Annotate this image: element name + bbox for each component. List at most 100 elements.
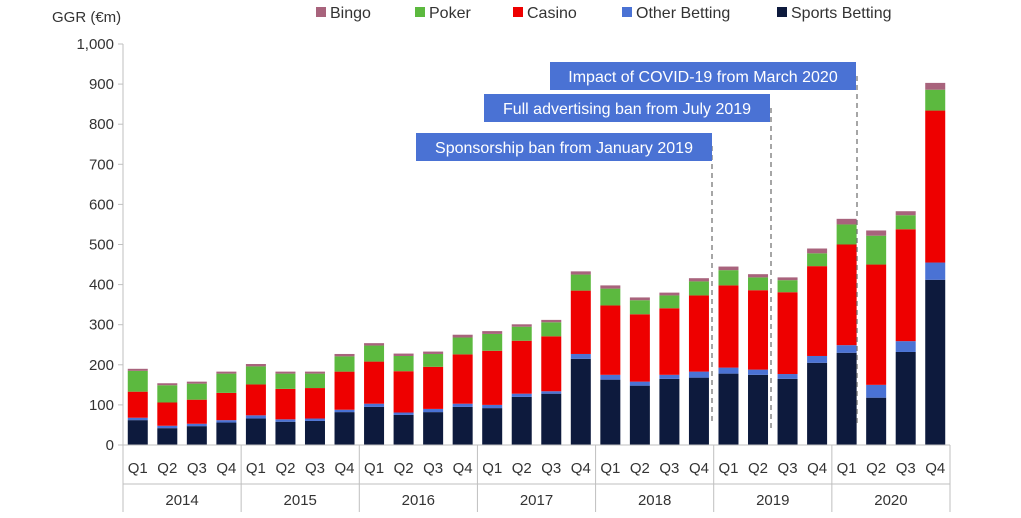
- bar-segment-casino: [452, 354, 473, 404]
- bar-segment-bingo: [245, 363, 266, 367]
- bar-segment-sports-betting: [925, 279, 946, 445]
- bar-segment-poker: [334, 356, 355, 372]
- bar-segment-casino: [393, 371, 414, 413]
- bar-segment-sports-betting: [245, 418, 266, 445]
- bar-segment-poker: [807, 253, 828, 267]
- bar-segment-sports-betting: [836, 352, 857, 445]
- bar-segment-poker: [925, 89, 946, 111]
- bar-segment-sports-betting: [777, 378, 798, 445]
- bar-segment-bingo: [393, 353, 414, 356]
- legend-label: Sports Betting: [791, 5, 892, 22]
- quarter-label: Q3: [187, 460, 207, 477]
- bar-segment-casino: [748, 290, 769, 370]
- bar-segment-other-betting: [718, 367, 739, 374]
- y-tick-label: 600: [89, 196, 114, 213]
- bar-segment-casino: [836, 244, 857, 346]
- bar-segment-sports-betting: [659, 378, 680, 445]
- bar-segment-casino: [245, 384, 266, 416]
- quarter-label: Q2: [512, 460, 532, 477]
- bar-segment-sports-betting: [275, 421, 296, 445]
- legend-label: Bingo: [330, 5, 371, 22]
- bar-segment-bingo: [629, 297, 650, 301]
- bar-segment-casino: [629, 314, 650, 382]
- bar-segment-sports-betting: [688, 377, 709, 445]
- bar-segment-casino: [807, 266, 828, 356]
- bar-segment-sports-betting: [600, 379, 621, 445]
- quarter-label: Q3: [659, 460, 679, 477]
- bar-segment-other-betting: [541, 391, 562, 394]
- bar-segment-bingo: [925, 82, 946, 90]
- annotation-box: [484, 94, 770, 122]
- quarter-label: Q4: [453, 460, 473, 477]
- bar-segment-other-betting: [275, 419, 296, 422]
- bar-segment-sports-betting: [541, 393, 562, 445]
- bar-segment-poker: [304, 373, 325, 389]
- bar-segment-casino: [216, 392, 237, 421]
- bar-segment-sports-betting: [393, 414, 414, 445]
- bar-segment-sports-betting: [482, 408, 503, 445]
- quarter-label: Q2: [394, 460, 414, 477]
- bar-segment-poker: [866, 235, 887, 265]
- annotation-label: Sponsorship ban from January 2019: [435, 140, 693, 157]
- y-tick-label: 400: [89, 277, 114, 294]
- y-tick-label: 100: [89, 397, 114, 414]
- bar-segment-sports-betting: [216, 422, 237, 445]
- bar-segment-bingo: [807, 248, 828, 254]
- quarter-label: Q4: [335, 460, 355, 477]
- bar-segment-casino: [570, 290, 591, 354]
- bar-segment-other-betting: [688, 371, 709, 378]
- bar-segment-sports-betting: [186, 426, 207, 445]
- bar-segment-casino: [157, 402, 178, 426]
- bar-segment-poker: [423, 353, 444, 367]
- bar-segment-poker: [541, 322, 562, 337]
- bar-segment-casino: [275, 388, 296, 420]
- bar-segment-sports-betting: [511, 396, 532, 445]
- legend-swatch-casino: [513, 7, 523, 17]
- annotation-label: Full advertising ban from July 2019: [503, 101, 751, 118]
- bar-segment-other-betting: [511, 393, 532, 397]
- bar-segment-bingo: [570, 271, 591, 275]
- bar-segment-sports-betting: [304, 420, 325, 445]
- bar-segment-poker: [718, 270, 739, 286]
- bar-segment-poker: [393, 355, 414, 372]
- quarter-label: Q2: [275, 460, 295, 477]
- y-tick-label: 800: [89, 116, 114, 133]
- bar-segment-casino: [895, 229, 916, 342]
- bar-segment-sports-betting: [895, 351, 916, 445]
- bar-segment-other-betting: [866, 384, 887, 398]
- legend-label: Other Betting: [636, 5, 730, 22]
- bar-segment-bingo: [482, 331, 503, 334]
- y-axis-title: GGR (€m): [52, 9, 121, 26]
- y-tick-label: 300: [89, 317, 114, 334]
- bar-segment-other-betting: [393, 412, 414, 415]
- bar-segment-casino: [659, 308, 680, 375]
- bar-segment-other-betting: [216, 420, 237, 423]
- bar-segment-other-betting: [807, 355, 828, 363]
- bar-segment-bingo: [600, 285, 621, 289]
- bar-segment-poker: [452, 337, 473, 355]
- quarter-label: Q1: [600, 460, 620, 477]
- bar-segment-other-betting: [334, 409, 355, 413]
- bar-segment-other-betting: [895, 341, 916, 352]
- quarter-label: Q4: [216, 460, 236, 477]
- year-label: 2019: [756, 492, 789, 509]
- annotation-box: [416, 133, 712, 161]
- bar-segment-casino: [364, 361, 385, 404]
- bar-segment-bingo: [452, 334, 473, 338]
- bar-segment-bingo: [541, 319, 562, 323]
- legend-swatch-poker: [415, 7, 425, 17]
- bar-segment-bingo: [866, 230, 887, 236]
- quarter-label: Q3: [541, 460, 561, 477]
- quarter-label: Q4: [807, 460, 827, 477]
- bar-segment-casino: [688, 295, 709, 372]
- quarter-label: Q3: [423, 460, 443, 477]
- bar-segment-casino: [866, 264, 887, 385]
- bar-segment-other-betting: [157, 425, 178, 429]
- bar-segment-poker: [157, 385, 178, 403]
- bar-segment-poker: [600, 288, 621, 306]
- quarter-label: Q4: [689, 460, 709, 477]
- bar-segment-other-betting: [629, 381, 650, 386]
- bar-segment-poker: [895, 215, 916, 230]
- bar-segment-bingo: [304, 371, 325, 374]
- bar-segment-sports-betting: [718, 373, 739, 445]
